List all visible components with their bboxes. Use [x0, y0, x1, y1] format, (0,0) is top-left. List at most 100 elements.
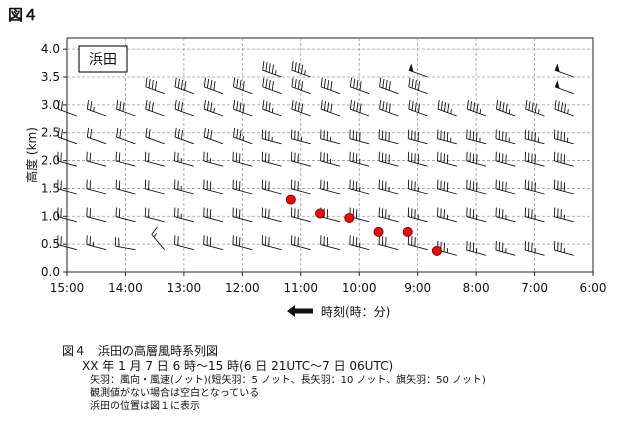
observation-marker [431, 245, 442, 256]
barb-staff [291, 99, 311, 117]
wind-barb [174, 235, 194, 251]
x-tick-label: 8:00 [463, 281, 490, 295]
barb-staff [437, 151, 457, 167]
barb-staff [320, 235, 341, 251]
x-tick-label: 14:00 [108, 281, 143, 295]
barb-staff [174, 99, 194, 117]
x-tick-label: 7:00 [521, 281, 548, 295]
wind-barb [407, 235, 428, 251]
wind-barb [261, 129, 282, 145]
wind-barb [525, 99, 545, 117]
barb-staff [437, 179, 457, 195]
wind-barb [524, 179, 545, 195]
barb-staff [86, 99, 107, 117]
barb-staff [290, 179, 311, 195]
barb-staff [378, 151, 399, 167]
caption-legend: 矢羽：風向・風速(ノット)(短矢羽：5 ノット、長矢羽：10 ノット、旗矢羽：5… [90, 375, 486, 386]
barb-staff [261, 235, 282, 251]
wind-barb [320, 77, 341, 95]
wind-barb [86, 179, 107, 195]
wind-barb [320, 235, 341, 251]
barb-staff [262, 99, 282, 117]
wind-barb [261, 151, 282, 167]
barb-staff [407, 151, 428, 167]
wind-barb [553, 179, 574, 195]
barb-staff [203, 127, 224, 145]
barb-staff [525, 99, 545, 117]
barb-staff [290, 129, 311, 145]
barb-staff [57, 235, 78, 251]
wind-barb [466, 240, 487, 256]
barb-staff [553, 129, 574, 145]
wind-barb [203, 207, 224, 223]
barb-staff [203, 207, 224, 223]
barb-staff [379, 77, 399, 95]
barb-staff [57, 207, 78, 223]
wind-barb [86, 207, 107, 223]
wind-barb [408, 77, 428, 95]
barb-staff [554, 69, 574, 78]
barb-staff [261, 151, 282, 167]
wind-barb [114, 237, 136, 251]
barb-pennant [408, 63, 414, 72]
barb-staff [203, 99, 224, 117]
barb-staff [349, 77, 370, 95]
wind-barb [57, 207, 78, 223]
barb-staff [320, 179, 341, 195]
x-axis-title-row: 時刻(時：分) [287, 303, 390, 319]
wind-barb [174, 207, 194, 223]
wind-barb [349, 179, 370, 195]
y-tick-label: 1.5 [41, 181, 60, 195]
observation-marker [402, 226, 413, 237]
wind-barb [232, 179, 253, 195]
x-tick-label: 9:00 [404, 281, 431, 295]
barb-staff [203, 151, 224, 167]
barb-staff [524, 207, 545, 223]
wind-barbs [57, 60, 574, 256]
wind-barb [144, 207, 165, 223]
grid [67, 38, 593, 272]
wind-barb [554, 99, 574, 117]
wind-barb [291, 99, 311, 117]
wind-barb [554, 63, 574, 78]
observation-marker [315, 208, 326, 219]
barb-staff [320, 129, 341, 145]
y-tick-label: 3.5 [41, 70, 60, 84]
barb-staff [232, 151, 253, 167]
wind-barb [320, 179, 341, 195]
wind-barb [320, 129, 341, 145]
barb-staff [144, 151, 165, 167]
wind-barb [115, 207, 136, 223]
figure-caption: 図４ 浜田の高層風時系列図 XX 年 1 月 7 日 6 時〜15 時(6 日 … [62, 344, 486, 413]
barb-staff [320, 99, 341, 117]
wind-barb [233, 99, 253, 117]
barb-staff [86, 207, 107, 223]
wind-barb [553, 129, 574, 145]
x-tick-label: 15:00 [50, 281, 85, 295]
wind-barb [144, 179, 165, 195]
barb-staff [232, 179, 253, 195]
barb-staff [115, 179, 136, 195]
wind-barb [290, 129, 311, 145]
barb-staff [495, 151, 516, 167]
barb-staff [115, 151, 136, 167]
observation-marker [344, 212, 355, 223]
barb-pennant [554, 80, 560, 89]
x-tick-label: 13:00 [167, 281, 202, 295]
wind-barb [349, 235, 370, 251]
barb-staff [57, 127, 78, 145]
wind-barb [261, 179, 282, 195]
wind-barb [407, 151, 428, 167]
y-tick-label: 2.0 [41, 154, 60, 168]
x-tick-label: 12:00 [225, 281, 260, 295]
barb-staff [174, 235, 194, 251]
wind-barb [145, 127, 165, 145]
barb-staff [408, 99, 428, 117]
wind-barb [203, 179, 224, 195]
barb-staff [437, 207, 457, 223]
wind-barb [466, 151, 487, 167]
barb-staff [466, 151, 487, 167]
caption-location: 浜田の位置は図１に表示 [90, 401, 200, 412]
wind-barb [290, 151, 311, 167]
wind-barb [496, 99, 516, 117]
